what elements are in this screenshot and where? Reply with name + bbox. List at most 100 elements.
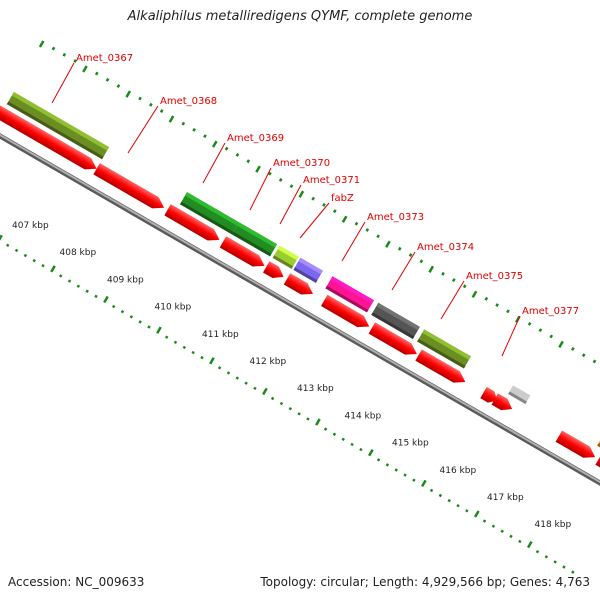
- scale-label: 414 kbp: [345, 411, 382, 421]
- inner-tick: [438, 493, 443, 498]
- outer-tick: [105, 77, 110, 82]
- gene-label-layer: Amet_0367 Amet_0368 Amet_0369 Amet_0370 Amet…: [51, 53, 579, 357]
- cog-block-shadow: [325, 285, 369, 313]
- scale-label: 413 kbp: [297, 384, 334, 394]
- cog-block-highlight: [298, 257, 323, 275]
- outer-tick: [298, 190, 305, 198]
- outer-tick: [332, 209, 337, 214]
- inner-tick: [553, 560, 557, 564]
- outer-tick: [181, 121, 186, 126]
- inner-tick: [473, 510, 480, 518]
- outer-tick: [94, 71, 99, 76]
- scale-label: 411 kbp: [202, 330, 239, 340]
- cds-arrow-body: [93, 163, 165, 209]
- cog-block: [293, 257, 323, 283]
- cog-block: [371, 302, 420, 339]
- outer-tick: [255, 165, 261, 173]
- inner-tick: [0, 234, 3, 241]
- outer-tick: [82, 65, 88, 73]
- outer-tick: [549, 334, 554, 339]
- inner-tick: [491, 524, 496, 528]
- inner-tick: [412, 478, 416, 482]
- scale-label: 407 kbp: [12, 221, 49, 231]
- gene-label: Amet_0369: [227, 133, 284, 144]
- scale-label: 416 kbp: [440, 466, 477, 476]
- inner-tick: [332, 432, 337, 436]
- inner-tick: [447, 498, 451, 503]
- gene-label: Amet_0374: [417, 242, 474, 253]
- inner-tick: [58, 274, 63, 278]
- outer-tick: [159, 109, 164, 114]
- cds-arrow-body: [320, 294, 370, 328]
- cog-block: [6, 92, 110, 160]
- cds-arrow: [320, 294, 370, 328]
- inner-tick: [429, 488, 434, 493]
- cds-arrow-body: [555, 430, 596, 458]
- cog-block-highlight: [185, 192, 239, 226]
- inner-tick: [217, 366, 222, 370]
- outer-tick: [116, 84, 121, 88]
- cog-block-highlight: [376, 302, 420, 331]
- outer-tick: [268, 171, 272, 176]
- outer-tick: [192, 127, 196, 132]
- leader-line: [299, 202, 330, 239]
- cds-arrow: [283, 273, 313, 295]
- gene-label: Amet_0375: [466, 271, 523, 282]
- cog-block-face: [272, 245, 299, 269]
- backbone-highlight: [0, 133, 600, 484]
- gene-label: Amet_0377: [522, 306, 579, 317]
- gene-label: Amet_0371: [303, 175, 360, 186]
- inner-tick: [394, 468, 398, 472]
- inner-tick: [111, 304, 116, 309]
- inner-tick: [526, 540, 533, 549]
- outer-tick: [289, 184, 294, 189]
- inner-tick: [571, 570, 575, 574]
- cds-arrow: [595, 453, 600, 470]
- outer-tick: [452, 278, 456, 282]
- leader-line: [341, 221, 366, 262]
- outer-tick: [506, 309, 510, 314]
- outer-tick: [211, 140, 218, 148]
- inner-tick: [403, 473, 407, 477]
- outer-tick: [224, 146, 229, 151]
- inner-tick: [270, 396, 275, 401]
- outer-tick: [538, 328, 543, 333]
- outer-tick: [278, 178, 283, 182]
- outer-tick: [246, 159, 251, 164]
- cog-block-highlight: [330, 276, 374, 304]
- outer-tick: [428, 265, 435, 273]
- outer-tick: [484, 296, 489, 301]
- cog-block-shadow: [371, 312, 415, 339]
- leader-line: [391, 251, 416, 291]
- cds-arrow-body: [491, 393, 513, 411]
- inner-tick: [191, 350, 195, 355]
- outer-tick: [385, 240, 391, 248]
- cog-block: [325, 276, 374, 313]
- outer-tick: [322, 203, 326, 207]
- outer-tick: [441, 271, 445, 276]
- inner-tick: [200, 355, 204, 360]
- inner-tick: [120, 309, 125, 314]
- inner-tick: [385, 463, 390, 467]
- inner-tick: [350, 442, 354, 447]
- inner-tick: [94, 294, 98, 299]
- cds-arrow: [555, 430, 596, 458]
- gene-label: fabZ: [331, 193, 354, 204]
- inner-tick: [421, 479, 427, 488]
- cog-block-face: [179, 192, 239, 235]
- outer-tick: [149, 102, 153, 107]
- backbone-layer: [0, 133, 600, 486]
- cds-arrow-body: [262, 261, 284, 279]
- outer-tick: [397, 246, 402, 251]
- cds-arrow: [164, 204, 220, 241]
- cds-arrow-body: [0, 98, 97, 170]
- cog-block: [231, 222, 278, 257]
- outer-tick: [419, 259, 424, 264]
- inner-tick: [456, 504, 460, 508]
- cds-arrow: [368, 322, 417, 355]
- cog-block-face: [6, 92, 110, 160]
- inner-tick: [103, 295, 109, 304]
- inner-tick: [359, 447, 363, 452]
- outer-tick-ring: [38, 40, 597, 364]
